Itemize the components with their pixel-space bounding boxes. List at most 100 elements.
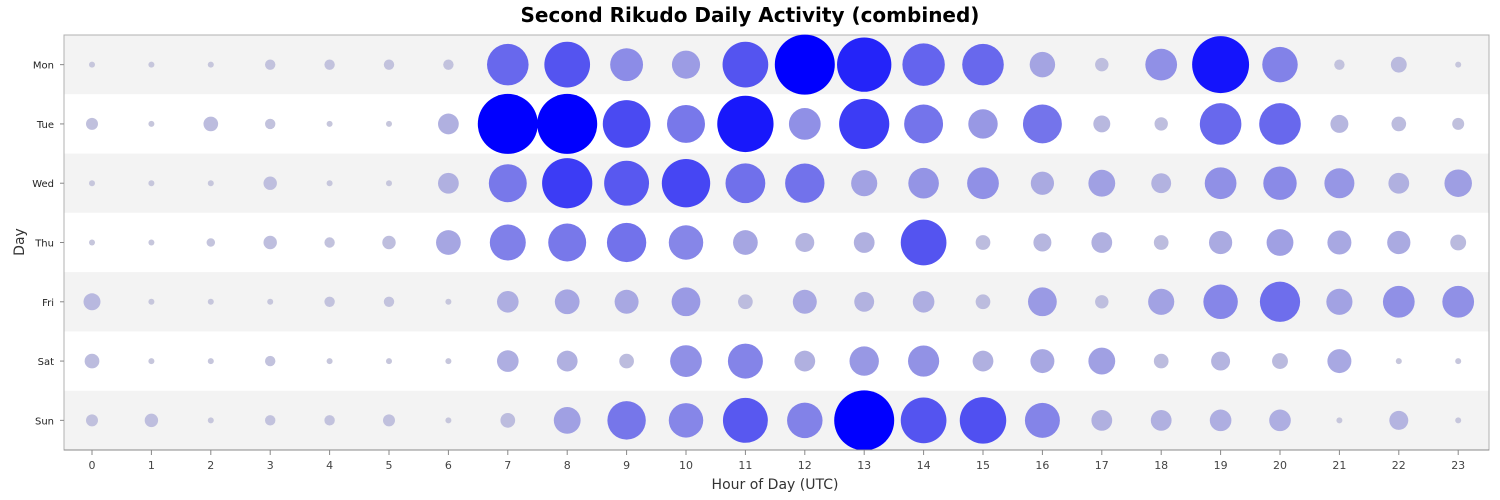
bubble-fri-21 bbox=[1326, 288, 1353, 315]
bubble-fri-5 bbox=[383, 296, 395, 307]
row-bands bbox=[64, 35, 1489, 450]
bubble-thu-0 bbox=[89, 239, 95, 246]
bubble-thu-22 bbox=[1387, 230, 1411, 255]
row-band-sun bbox=[64, 390, 1489, 450]
bubble-sat-2 bbox=[207, 358, 214, 365]
bubble-tue-1 bbox=[148, 120, 155, 127]
bubble-fri-14 bbox=[912, 290, 935, 313]
x-tick-label-9: 9 bbox=[623, 459, 630, 472]
bubble-tue-21 bbox=[1330, 114, 1349, 133]
bubble-fri-9 bbox=[614, 289, 639, 314]
bubble-fri-0 bbox=[83, 293, 101, 311]
bubble-mon-4 bbox=[324, 59, 335, 70]
bubble-sat-13 bbox=[849, 346, 879, 376]
x-tick-label-17: 17 bbox=[1095, 459, 1109, 472]
bubble-fri-8 bbox=[554, 289, 580, 315]
x-tick-label-11: 11 bbox=[738, 459, 752, 472]
bubble-fri-4 bbox=[324, 296, 335, 307]
bubble-fri-6 bbox=[445, 298, 452, 305]
bubble-fri-7 bbox=[496, 290, 519, 313]
row-band-sat bbox=[64, 331, 1489, 391]
bubble-tue-8 bbox=[537, 93, 598, 154]
y-tick-label-fri: Fri bbox=[42, 298, 54, 309]
bubble-thu-2 bbox=[206, 238, 216, 247]
bubble-mon-10 bbox=[671, 50, 701, 79]
bubble-thu-3 bbox=[263, 235, 277, 250]
bubble-thu-1 bbox=[148, 239, 155, 246]
bubble-wed-1 bbox=[148, 180, 155, 187]
bubble-tue-15 bbox=[968, 109, 998, 139]
bubble-thu-20 bbox=[1266, 229, 1294, 256]
bubble-wed-14 bbox=[908, 167, 939, 199]
x-tick-label-15: 15 bbox=[976, 459, 990, 472]
bubble-fri-18 bbox=[1148, 288, 1175, 315]
bubble-sat-21 bbox=[1327, 349, 1352, 374]
x-tick-label-1: 1 bbox=[148, 459, 155, 472]
x-tick-label-19: 19 bbox=[1214, 459, 1228, 472]
bubble-mon-7 bbox=[487, 43, 529, 86]
y-tick-label-tue: Tue bbox=[36, 120, 54, 131]
bubble-wed-0 bbox=[89, 180, 95, 187]
x-tick-label-23: 23 bbox=[1451, 459, 1465, 472]
bubble-tue-23 bbox=[1452, 117, 1465, 130]
bubble-thu-17 bbox=[1091, 232, 1113, 253]
bubble-sun-1 bbox=[144, 413, 159, 428]
bubble-sat-22 bbox=[1395, 358, 1402, 365]
bubble-thu-10 bbox=[668, 225, 704, 260]
bubble-tue-13 bbox=[839, 98, 890, 150]
y-tick-label-thu: Thu bbox=[34, 239, 54, 250]
bubble-sun-23 bbox=[1455, 417, 1462, 424]
bubble-mon-12 bbox=[774, 34, 835, 95]
bubble-wed-11 bbox=[725, 163, 766, 204]
bubble-mon-21 bbox=[1334, 59, 1345, 70]
x-tick-label-13: 13 bbox=[857, 459, 871, 472]
bubble-sun-20 bbox=[1269, 409, 1291, 432]
bubble-tue-20 bbox=[1259, 103, 1301, 145]
bubble-sun-22 bbox=[1389, 410, 1409, 430]
bubble-sat-16 bbox=[1030, 349, 1055, 374]
y-tick-label-sat: Sat bbox=[38, 357, 54, 368]
bubble-tue-22 bbox=[1391, 116, 1407, 132]
bubble-sat-5 bbox=[386, 358, 392, 365]
bubble-thu-21 bbox=[1327, 230, 1352, 255]
bubble-sat-10 bbox=[670, 345, 702, 377]
bubble-tue-7 bbox=[477, 93, 538, 154]
bubble-thu-6 bbox=[436, 230, 461, 255]
bubble-sun-5 bbox=[383, 414, 395, 427]
bubble-sat-17 bbox=[1088, 347, 1116, 375]
bubble-sun-21 bbox=[1336, 417, 1343, 424]
bubble-sun-16 bbox=[1024, 402, 1060, 438]
bubble-thu-14 bbox=[900, 219, 947, 266]
bubble-mon-6 bbox=[443, 59, 454, 70]
bubble-tue-19 bbox=[1199, 103, 1242, 145]
bubble-thu-19 bbox=[1208, 230, 1233, 255]
bubble-tue-9 bbox=[602, 100, 651, 148]
bubble-wed-22 bbox=[1388, 172, 1410, 194]
bubble-mon-11 bbox=[722, 41, 769, 88]
bubble-sat-4 bbox=[326, 358, 333, 365]
bubble-fri-20 bbox=[1259, 281, 1301, 322]
bubble-sun-15 bbox=[959, 397, 1007, 444]
bubble-thu-5 bbox=[382, 235, 396, 250]
bubbles bbox=[83, 34, 1475, 451]
bubble-tue-18 bbox=[1154, 117, 1168, 131]
bubble-mon-3 bbox=[265, 59, 276, 70]
bubble-mon-14 bbox=[902, 43, 945, 86]
bubble-sat-20 bbox=[1272, 353, 1288, 370]
bubble-sat-0 bbox=[84, 353, 100, 369]
x-tick-label-12: 12 bbox=[798, 459, 812, 472]
x-tick-label-2: 2 bbox=[207, 459, 214, 472]
bubble-tue-12 bbox=[788, 108, 821, 140]
bubble-thu-12 bbox=[795, 233, 815, 252]
bubble-sat-9 bbox=[619, 353, 634, 369]
x-axis: 0 1 2 3 4 5 6 7 8 9 10 11 12 13 14 15 16 17 18 19 20 21 22 23 bbox=[64, 449, 1489, 472]
bubble-mon-0 bbox=[89, 61, 95, 68]
x-tick-label-0: 0 bbox=[89, 459, 96, 472]
bubble-sat-8 bbox=[556, 350, 578, 372]
x-tick-label-21: 21 bbox=[1332, 459, 1346, 472]
bubble-sat-7 bbox=[496, 350, 519, 372]
y-tick-label-sun: Sun bbox=[35, 416, 54, 427]
bubble-mon-23 bbox=[1455, 61, 1462, 68]
bubble-mon-17 bbox=[1095, 57, 1109, 72]
bubble-wed-3 bbox=[263, 176, 277, 190]
